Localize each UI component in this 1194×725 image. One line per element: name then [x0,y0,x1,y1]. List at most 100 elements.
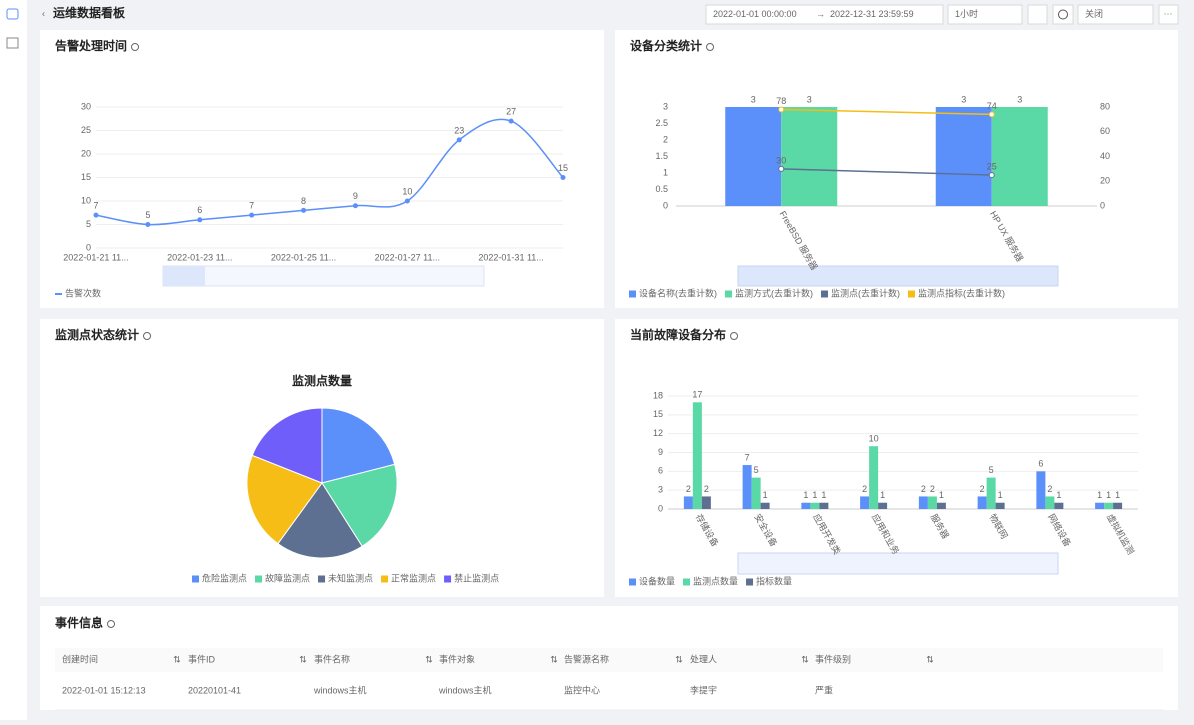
bar [1036,471,1046,509]
legend-marker [318,575,326,583]
data-label: 2 [862,484,867,494]
bar [936,502,946,509]
bar [860,496,870,509]
y-tick-label: 0 [658,503,663,513]
legend-marker [629,578,636,586]
table-cell: 20220101-41 [188,685,241,695]
point [197,217,203,223]
slider-window[interactable] [163,266,205,286]
more-button[interactable] [1158,4,1179,25]
legend-marker [255,575,263,583]
bar [701,496,711,509]
legend-marker [381,575,389,583]
slider[interactable] [737,265,1059,287]
y-tick-label: 30 [81,101,91,111]
column-header: 处理人 [690,653,717,664]
data-label: 74 [987,101,997,111]
x-tick-label: 2022-01-27 11... [375,252,440,262]
y-tick-label: 15 [81,172,91,182]
nav-icon[interactable] [6,8,19,20]
legend-label: 故障监测点 [265,572,310,583]
panel-title: 告警处理时间 [55,38,127,53]
y-tick-label: 25 [81,125,91,135]
interval-select[interactable] [947,4,1023,25]
panel-title: 事件信息 [55,615,103,630]
pie-slice [246,454,323,545]
legend-marker [629,290,636,298]
bar [1095,502,1105,509]
sort-icon: ⇅ [675,654,683,664]
legend-label: 告警次数 [65,287,101,298]
refresh-button[interactable] [1052,4,1074,25]
nav-icon[interactable] [6,37,19,49]
legend-marker [192,575,199,583]
y-tick-label: 12 [653,428,663,438]
data-label: 3 [1017,94,1022,104]
bar [918,496,928,509]
y-tick-label: 80 [1100,101,1110,111]
data-label: 2 [1047,484,1052,494]
pie-slice [321,463,398,548]
info-icon [143,332,152,340]
point [145,222,151,227]
legend-label: 监测点数量 [693,575,738,586]
legend-label: 监测方式(去重计数) [735,287,813,298]
data-label: 23 [454,125,464,135]
pie-slice [277,482,363,559]
refresh-select[interactable] [1077,4,1154,25]
bar [977,496,987,509]
y-tick-label: 20 [81,148,91,158]
data-label: 2 [980,484,985,494]
data-label: 1 [763,490,768,500]
y-tick-label: 0 [1100,200,1105,210]
column-header: 事件名称 [314,653,350,664]
bar [935,107,992,206]
line [781,168,992,176]
y-tick-label: 9 [658,447,663,457]
line [781,108,992,116]
data-label: 1 [880,490,885,500]
y-tick-label: 3 [658,485,663,495]
pie-slice [251,407,323,484]
legend-marker [725,290,732,298]
bar [742,465,752,509]
data-label: 1 [998,490,1003,500]
data-label: 1 [1115,490,1120,500]
data-label: 25 [987,161,997,171]
data-label: 1 [812,490,817,500]
y-tick-label: 0 [86,242,91,252]
bar [801,502,811,509]
save-button[interactable] [1027,4,1048,25]
back[interactable]: ‹ [42,8,45,18]
bar [810,502,820,509]
legend-marker [683,578,691,586]
data-label: 15 [558,163,568,173]
pie-title: 监测点数量 [292,373,352,388]
legend-marker [908,290,915,298]
date-range[interactable] [705,4,944,25]
dashboard-title: 运维数据看板 [53,5,126,20]
legend-marker [444,575,452,583]
table-cell: windows主机 [438,684,492,695]
legend-label: 设备名称(去重计数) [639,287,717,298]
legend-label: 监测点指标(去重计数) [918,287,1005,298]
legend-label: 正常监测点 [391,572,436,583]
slider[interactable] [737,552,1059,575]
point [988,172,995,179]
legend-label: 设备数量 [639,575,675,586]
table-cell: 2022-01-01 15:12:13 [62,685,146,695]
point [93,212,99,218]
y-tick-label: 1 [663,167,668,177]
pie-slice [321,407,396,484]
y-tick-label: 20 [1100,176,1110,186]
sort-icon: ⇅ [299,654,307,664]
panel-title: 当前故障设备分布 [630,327,726,342]
data-label: 2 [930,484,935,494]
column-header: 事件ID [188,653,216,664]
x-tick-label: 2022-01-23 11... [167,252,232,262]
bar [1054,502,1064,509]
panel [615,319,1178,597]
slider[interactable] [162,265,485,287]
x-tick-label: 2022-01-21 11... [63,252,128,262]
